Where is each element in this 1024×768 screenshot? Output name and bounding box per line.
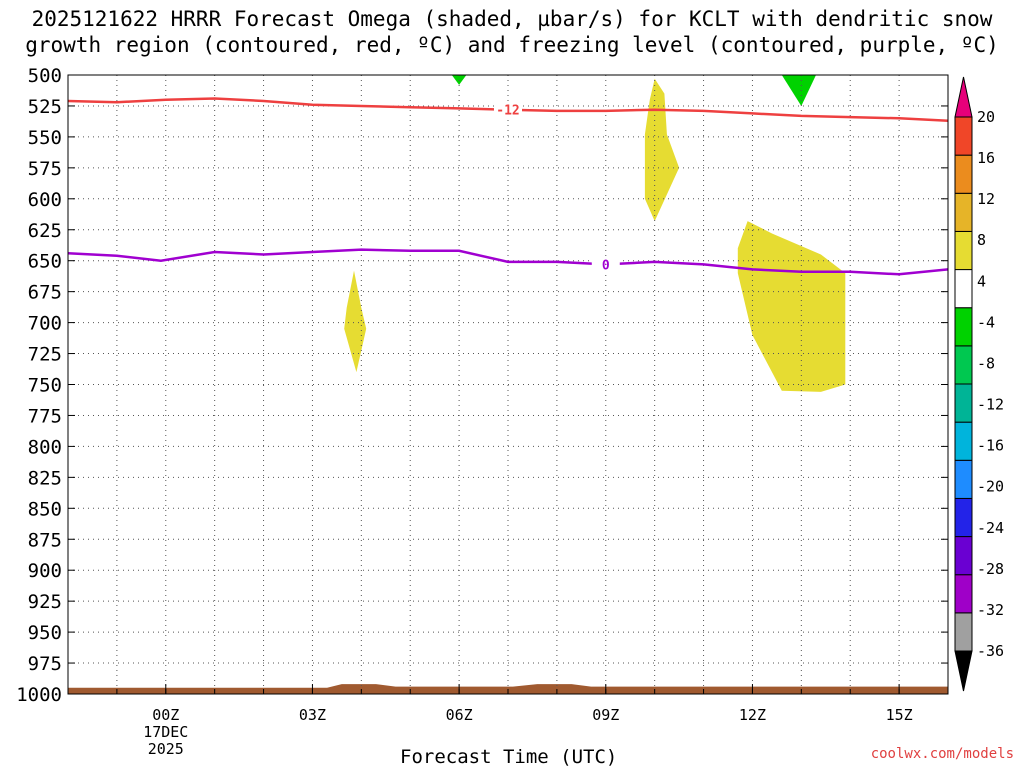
y-tick-label: 525 bbox=[28, 96, 62, 118]
colorbar-segment-10 bbox=[954, 230, 973, 271]
credit-text: coolwx.com/models bbox=[870, 746, 1014, 762]
x-tick-label: 00Z bbox=[152, 706, 179, 724]
colorbar-segment-1 bbox=[954, 574, 973, 614]
colorbar-segment-8 bbox=[954, 307, 973, 347]
colorbar-segment-12 bbox=[954, 154, 973, 194]
y-tick-label: 550 bbox=[28, 127, 62, 149]
y-tick-label: 975 bbox=[28, 653, 62, 675]
colorbar-label: 4 bbox=[977, 272, 986, 290]
colorbar-label: -28 bbox=[977, 560, 1004, 578]
colorbar-label: -4 bbox=[977, 313, 995, 331]
axis-layer: 500 525 550 575 600 625 650 675 700 725 750 775 800 8… bbox=[16, 65, 949, 758]
x-axis-label: Forecast Time (UTC) bbox=[400, 746, 618, 768]
x-tick-sublabel-year: 2025 bbox=[148, 740, 184, 758]
y-tick-label: 850 bbox=[28, 498, 62, 520]
y-tick-label: 750 bbox=[28, 375, 62, 397]
grid-layer bbox=[68, 74, 948, 694]
colorbar-segment-7 bbox=[954, 345, 973, 385]
y-tick-label: 875 bbox=[28, 529, 62, 551]
y-tick-label: 900 bbox=[28, 560, 62, 582]
contour-layer: -12 0 bbox=[67, 97, 949, 276]
shaded-region-4 bbox=[781, 75, 816, 106]
y-tick-label: 1000 bbox=[16, 684, 62, 706]
y-tick-label: 675 bbox=[28, 282, 62, 304]
colorbar-label: -24 bbox=[977, 519, 1004, 537]
title-line-1: 2025121622 HRRR Forecast Omega (shaded, … bbox=[31, 7, 993, 31]
contour-line-1 bbox=[67, 248, 949, 276]
colorbar-segment-6 bbox=[954, 383, 973, 423]
y-tick-label: 625 bbox=[28, 220, 62, 242]
y-tick-label: 600 bbox=[28, 189, 62, 211]
colorbar-segment-9 bbox=[954, 269, 973, 309]
colorbar-label: 8 bbox=[977, 231, 986, 249]
colorbar-label: 16 bbox=[977, 149, 995, 167]
y-tick-label: 725 bbox=[28, 344, 62, 366]
shaded-region-0 bbox=[644, 78, 680, 222]
contour-label-0: -12 bbox=[496, 104, 519, 119]
x-tick-sublabel-date: 17DEC bbox=[143, 723, 188, 741]
y-tick-label: 925 bbox=[28, 591, 62, 613]
colorbar-label: 12 bbox=[977, 190, 995, 208]
colorbar-bottom-arrow bbox=[954, 650, 973, 692]
shaded-region-3 bbox=[451, 75, 467, 85]
colorbar-label: 20 bbox=[977, 108, 995, 126]
colorbar-segment-11 bbox=[954, 192, 973, 232]
contour-label-bg bbox=[591, 256, 620, 273]
colorbar-segment-13 bbox=[954, 116, 973, 156]
shaded-region-2 bbox=[737, 221, 846, 392]
colorbar-label: -12 bbox=[977, 396, 1004, 414]
y-tick-label: 775 bbox=[28, 405, 62, 427]
x-tick-label: 15Z bbox=[886, 706, 913, 724]
colorbar-segment-0 bbox=[954, 612, 973, 652]
y-tick-label: 800 bbox=[28, 436, 62, 458]
shaded-region-1 bbox=[344, 270, 367, 373]
contour-label-1: 0 bbox=[602, 258, 610, 273]
y-tick-label: 825 bbox=[28, 467, 62, 489]
x-tick-label: 06Z bbox=[446, 706, 473, 724]
colorbar-label: -20 bbox=[977, 478, 1004, 496]
y-tick-label: 950 bbox=[28, 622, 62, 644]
colorbar-label: -16 bbox=[977, 437, 1004, 455]
colorbar-label: -8 bbox=[977, 354, 995, 372]
title-line-2: growth region (contoured, red, ºC) and f… bbox=[25, 33, 999, 57]
contour-label-bg bbox=[494, 101, 522, 118]
x-tick-label: 09Z bbox=[592, 706, 619, 724]
y-tick-label: 575 bbox=[28, 158, 62, 180]
colorbar-segment-3 bbox=[954, 497, 973, 538]
x-tick-label: 03Z bbox=[299, 706, 326, 724]
colorbar-label: -32 bbox=[977, 601, 1004, 619]
colorbar-label: -36 bbox=[977, 642, 1004, 660]
y-tick-label: 700 bbox=[28, 313, 62, 335]
x-tick-label: 12Z bbox=[739, 706, 766, 724]
colorbar-segment-4 bbox=[954, 459, 973, 499]
colorbar-segment-2 bbox=[954, 536, 973, 576]
colorbar-top-arrow bbox=[954, 76, 973, 118]
y-tick-label: 650 bbox=[28, 251, 62, 273]
colorbar-segment-5 bbox=[954, 421, 973, 461]
y-tick-label: 500 bbox=[28, 65, 62, 87]
chart-title: 2025121622 HRRR Forecast Omega (shaded, … bbox=[0, 6, 1024, 58]
colorbar: 20 16 12 8 4 -4 -8 -12 -16 -20 -24 -28 -32 -36 bbox=[954, 76, 1004, 692]
